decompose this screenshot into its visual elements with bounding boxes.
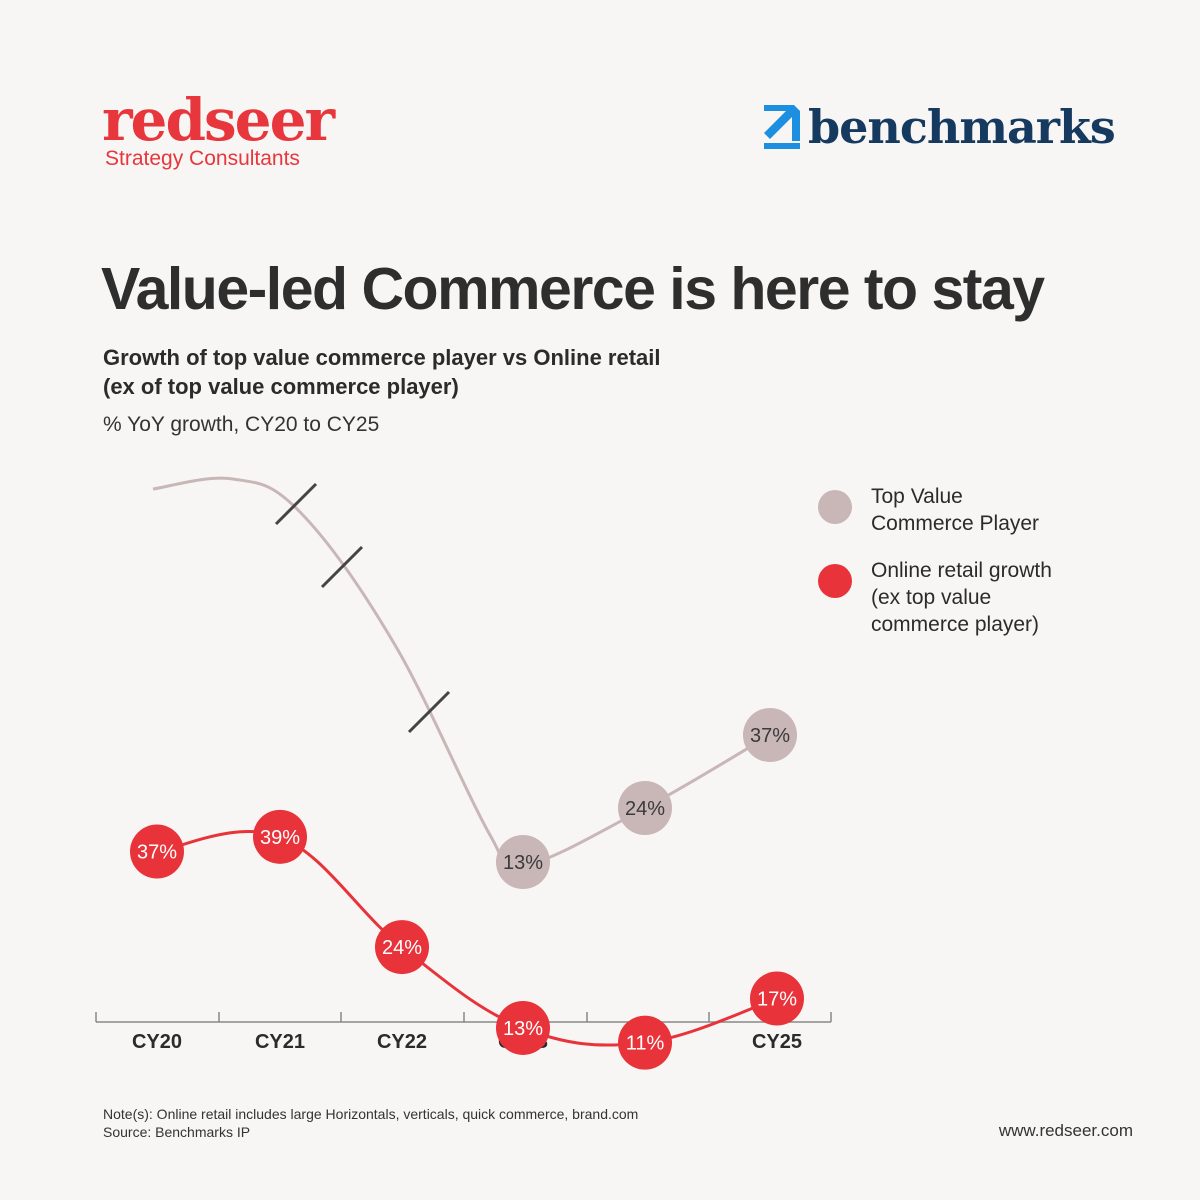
chart-legend: Top Value Commerce Player Online retail … (818, 483, 1111, 658)
data-point-online-retail (253, 809, 307, 864)
redseer-wordmark: redseer (102, 86, 335, 154)
legend-dot-top-value (818, 490, 852, 524)
axis-break-mark (274, 482, 318, 526)
legend-label-online-retail: Online retail growth (ex top value comme… (871, 557, 1111, 638)
footer-notes: Note(s): Online retail includes large Ho… (103, 1105, 638, 1141)
legend-label-line: commerce player) (871, 613, 1040, 636)
benchmarks-logo: benchmarks (762, 100, 1116, 154)
data-point-online-retail (750, 971, 804, 1026)
data-label-online-retail: 39% (260, 827, 300, 849)
data-label-online-retail: 24% (382, 937, 422, 959)
subtitle-line-2: (ex of top value commerce player) (103, 374, 459, 399)
data-label-online-retail: 13% (503, 1018, 543, 1040)
data-point-top-value (618, 781, 672, 835)
series-line-online-retail (156, 830, 778, 1047)
data-point-top-value (743, 708, 797, 762)
legend-item-online-retail: Online retail growth (ex top value comme… (818, 557, 1111, 638)
footer-url[interactable]: www.redseer.com (998, 1121, 1133, 1140)
axis-break-mark (320, 545, 364, 589)
benchmarks-arrow-icon (764, 105, 800, 149)
data-label-top-value: 37% (750, 725, 790, 747)
redseer-tagline: Strategy Consultants (105, 147, 300, 170)
data-point-online-retail (496, 1000, 550, 1055)
x-tick-label: CY21 (255, 1031, 305, 1053)
data-label-online-retail: 11% (626, 1033, 665, 1055)
legend-label-top-value: Top Value Commerce Player (871, 483, 1111, 537)
legend-label-line: Online retail growth (871, 559, 1052, 582)
data-point-online-retail (375, 920, 429, 975)
x-tick-label: CY25 (752, 1031, 802, 1053)
legend-label-line: Top Value (871, 485, 963, 508)
data-point-online-retail (618, 1015, 672, 1070)
series-line-top-value (152, 476, 771, 871)
data-point-top-value (496, 835, 550, 889)
axis-break-mark (407, 690, 451, 734)
data-label-top-value: 24% (625, 798, 665, 820)
chart-subtitle: Growth of top value commerce player vs O… (103, 343, 863, 401)
legend-label-line: Commerce Player (871, 512, 1040, 535)
legend-label-line: (ex top value (871, 586, 992, 609)
redseer-logo: redseer Strategy Consultants (102, 86, 335, 171)
x-tick-label: CY20 (132, 1031, 182, 1053)
legend-dot-online-retail (818, 564, 852, 598)
footer-note: Note(s): Online retail includes large Ho… (103, 1106, 639, 1122)
data-label-online-retail: 17% (757, 989, 797, 1011)
data-label-online-retail: 37% (137, 842, 177, 864)
unit-label: % YoY growth, CY20 to CY25 (103, 413, 380, 436)
page-title: Value-led Commerce is here to stay (101, 256, 1045, 322)
data-point-online-retail (130, 824, 184, 879)
footer-source: Source: Benchmarks IP (103, 1124, 251, 1140)
benchmarks-wordmark: benchmarks (808, 100, 1116, 154)
data-label-top-value: 13% (503, 852, 543, 874)
x-tick-label: CY22 (377, 1031, 427, 1053)
subtitle-line-1: Growth of top value commerce player vs O… (103, 345, 661, 370)
legend-item-top-value: Top Value Commerce Player (818, 483, 1111, 537)
